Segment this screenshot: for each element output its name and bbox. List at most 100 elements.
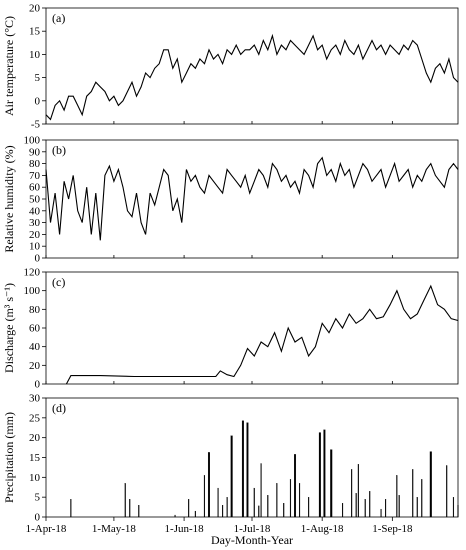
panel-frame <box>45 139 459 259</box>
panel-1: -5 0 5 10 15 20 Air temperature (°C) (a) <box>2 3 459 131</box>
precip-bar <box>398 495 400 518</box>
y-tick-label: 5 <box>35 492 41 504</box>
y-tick-label: 10 <box>29 49 41 61</box>
x-axis: 1-Apr-18 1-May-18 1-Jun-18 1-Jul-18 1-Aug-18… <box>26 121 413 535</box>
precip-bar <box>207 452 210 518</box>
series-line <box>45 156 459 241</box>
precip-bar <box>217 487 219 518</box>
precip-bar <box>129 499 131 518</box>
precip-bar <box>226 497 228 518</box>
x-tick-label: 1-May-18 <box>92 523 136 535</box>
panel-3: 0 20 40 60 80 100 120 Discharge (m³ s⁻¹) (c) <box>2 267 459 391</box>
precip-bar <box>369 491 371 518</box>
precip-bar <box>412 469 414 518</box>
panel-4: 0 5 10 15 20 25 30 Precipitation (mm) (d) <box>2 393 459 524</box>
y-tick-label: 0 <box>35 253 41 265</box>
precip-bar <box>385 499 387 518</box>
panel-frame <box>45 397 459 518</box>
y-tick-label: 60 <box>29 323 41 335</box>
x-axis-title: Day-Month-Year <box>211 533 293 547</box>
precip-bar <box>124 483 126 518</box>
precip-bar <box>318 432 321 518</box>
y-tick-label: 90 <box>29 146 41 158</box>
y-tick-label: 0 <box>35 379 41 391</box>
y-tick-label: 40 <box>29 341 41 353</box>
precip-bar <box>294 454 297 518</box>
y-tick-label: 30 <box>29 393 41 405</box>
panel-frame <box>45 7 459 125</box>
precip-bar <box>246 422 249 518</box>
panel-label: (d) <box>52 401 66 415</box>
precip-bar <box>276 483 278 518</box>
precip-bar <box>258 505 260 518</box>
y-tick-label: -5 <box>31 119 41 131</box>
y-axis-title: Relative humidity (%) <box>2 145 16 252</box>
precip-bar <box>457 505 459 518</box>
y-tick-label: 25 <box>29 412 41 424</box>
y-tick-label: 100 <box>24 135 41 147</box>
precip-bar <box>283 503 285 518</box>
y-tick-label: 40 <box>29 205 41 217</box>
y-axis-title: Discharge (m³ s⁻¹) <box>2 283 16 373</box>
x-tick-label: 1-Aug-18 <box>301 523 344 535</box>
precip-bar <box>298 483 301 518</box>
precip-bar <box>341 503 344 518</box>
precip-bar <box>364 499 366 518</box>
precip-bar <box>203 475 206 518</box>
precip-bar <box>421 479 423 518</box>
y-tick-label: 0 <box>35 95 41 107</box>
precip-bar <box>138 505 140 518</box>
y-tick-label: 50 <box>29 194 41 206</box>
panel-label: (a) <box>52 11 65 25</box>
y-tick-label: 100 <box>24 285 41 297</box>
precip-bar <box>308 497 310 518</box>
y-tick-label: 60 <box>29 182 41 194</box>
precip-bar <box>289 479 292 518</box>
precip-bar <box>260 463 262 518</box>
precip-bar <box>323 429 326 518</box>
y-tick-label: 20 <box>29 360 41 372</box>
y-tick-label: 80 <box>29 158 41 170</box>
y-tick-label: 10 <box>29 241 41 253</box>
precip-bar <box>230 435 233 518</box>
precip-bar <box>351 469 353 518</box>
y-axis-title: Precipitation (mm) <box>2 412 16 503</box>
precip-bar <box>222 505 224 518</box>
y-tick-label: 20 <box>29 3 41 15</box>
precip-bar <box>330 449 333 518</box>
y-tick-label: 70 <box>29 170 41 182</box>
y-tick-label: 20 <box>29 432 41 444</box>
precip-bar <box>267 495 269 518</box>
series-line <box>65 284 459 385</box>
precip-bar <box>194 510 196 518</box>
series-line <box>45 33 459 121</box>
precip-bar <box>429 451 432 518</box>
x-tick-label: 1-Apr-18 <box>26 523 67 535</box>
precip-bar <box>357 464 359 518</box>
x-tick-label: 1-Jul-18 <box>234 523 271 535</box>
precip-bar <box>241 420 244 518</box>
x-tick-label: 1-Jun-18 <box>165 523 205 535</box>
y-tick-label: 15 <box>29 26 41 38</box>
panel-frame <box>45 271 459 385</box>
y-tick-label: 10 <box>29 472 41 484</box>
x-tick-label: 1-Sep-18 <box>372 523 413 535</box>
y-tick-label: 120 <box>24 267 41 279</box>
precip-bar <box>174 514 176 518</box>
y-tick-label: 5 <box>35 72 41 84</box>
precip-bar <box>416 497 418 518</box>
panel-label: (c) <box>52 275 65 289</box>
precip-bar <box>380 508 382 518</box>
y-tick-label: 20 <box>29 229 41 241</box>
y-axis-title: Air temperature (°C) <box>2 16 16 116</box>
precip-bar <box>452 497 455 518</box>
y-tick-label: 15 <box>29 452 41 464</box>
precip-bar <box>188 499 190 518</box>
panel-label: (b) <box>52 143 66 157</box>
precip-bar <box>70 499 72 518</box>
y-tick-label: 30 <box>29 217 41 229</box>
precip-bar <box>396 475 398 518</box>
